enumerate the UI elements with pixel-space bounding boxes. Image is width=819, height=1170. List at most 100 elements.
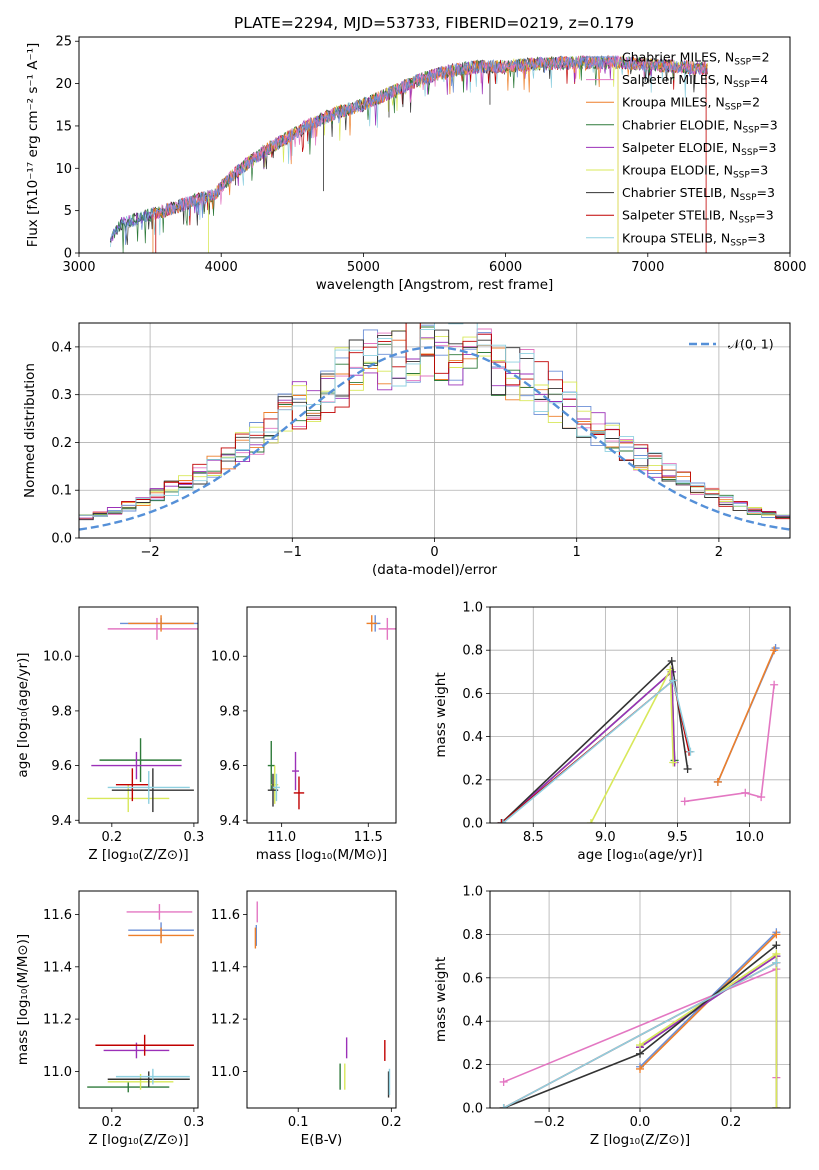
- errorbar-point-salpeter_elodie: [91, 751, 182, 780]
- y-tick-label: 11.6: [211, 908, 240, 923]
- series-marker-kroupa_stelib: [772, 958, 781, 967]
- y-tick-label: 0.1: [51, 484, 72, 499]
- y-tick-label: 0.0: [462, 817, 483, 832]
- histogram-kroupa_stelib: [79, 323, 790, 517]
- x-axis-label: mass [log₁₀(M/M⊙)]: [256, 847, 387, 863]
- x-tick-label: 10.0: [735, 830, 764, 845]
- y-tick-label: 0.6: [462, 971, 483, 986]
- y-tick-label: 11.0: [211, 1065, 240, 1080]
- errorbar-point-salpeter_miles: [126, 904, 193, 920]
- y-tick-label: 11.4: [43, 960, 72, 975]
- x-tick-label: 0: [430, 545, 438, 560]
- panel-mass_vs_ebv: 0.1 0.2 11.0 11.2 11.4 11.6 E(B-V): [211, 890, 402, 1148]
- x-axis-label: age [log₁₀(age/yr)]: [577, 847, 702, 863]
- y-tick-label: 20: [55, 77, 72, 92]
- panel-weight_vs_Z: −0.2 0.0 0.2 0.0 0.2 0.4 0.6 0.8 1.0 Z [log₁₀(Z/Z…: [433, 885, 791, 1148]
- y-tick-label: 9.6: [51, 759, 72, 774]
- legend-entry: Chabrier STELIB, NSSP=3: [622, 185, 775, 203]
- y-axis-label: age [log₁₀(age/yr)]: [15, 652, 31, 777]
- series-line-kroupa_elodie: [590, 666, 674, 823]
- y-tick-label: 0: [64, 247, 72, 262]
- axes-frame: [246, 606, 397, 824]
- series-marker-salpeter_miles: [770, 680, 779, 689]
- y-tick-label: 1.0: [462, 885, 483, 900]
- errorbar-point-chabrier_stelib: [111, 768, 194, 813]
- x-axis-label: Z [log₁₀(Z/Z⊙)]: [590, 1132, 690, 1148]
- residual-legend: 𝒩(0, 1): [689, 337, 774, 352]
- axes-frame: [78, 890, 199, 1109]
- panel-spectrum: 3000 4000 5000 6000 7000 8000 0 5 10 15 20 25 wavele…: [25, 35, 807, 293]
- x-axis-label: Z [log₁₀(Z/Z⊙)]: [88, 847, 188, 863]
- axes-frame: [78, 36, 791, 254]
- legend-entry: Kroupa MILES, NSSP=2: [622, 95, 760, 113]
- x-tick-label: 0.2: [381, 1115, 402, 1130]
- series-line-salpeter_elodie: [500, 670, 676, 823]
- series-line-kroupa_miles: [717, 649, 775, 783]
- errorbar-point-kroupa_stelib: [107, 771, 190, 804]
- series-line-kroupa_stelib: [503, 961, 777, 1108]
- series-marker-kroupa_miles: [770, 646, 779, 655]
- legend-entry: Kroupa STELIB, NSSP=3: [622, 230, 766, 248]
- errorbar-point-kroupa_miles: [128, 615, 194, 632]
- series-marker-kroupa_elodie: [669, 758, 678, 767]
- series-marker-kroupa_elodie: [636, 1041, 644, 1050]
- y-axis-label: mass weight: [433, 672, 449, 757]
- figure-title: PLATE=2294, MJD=53733, FIBERID=0219, z=0…: [234, 14, 634, 32]
- spectrum-legend: Chabrier MILES, NSSP=2 Salpeter MILES, NS…: [586, 50, 778, 248]
- y-tick-label: 0.6: [462, 687, 483, 702]
- axes-frame: [489, 606, 791, 824]
- series-marker-kroupa_miles: [713, 777, 722, 786]
- plot-area: [267, 615, 396, 810]
- legend-entry: Salpeter MILES, NSSP=4: [622, 72, 768, 90]
- errorbar-point-salpeter_stelib: [293, 776, 305, 810]
- y-tick-label: 11.6: [43, 908, 72, 923]
- y-tick-label: 9.4: [51, 814, 72, 829]
- legend-entry-gaussian: 𝒩(0, 1): [728, 337, 774, 352]
- x-tick-label: 6000: [489, 260, 522, 275]
- y-tick-label: 0.4: [462, 1015, 483, 1030]
- x-tick-label: 11.5: [354, 830, 383, 845]
- panel-mass_vs_Z: 0.2 0.3 11.0 11.2 11.4 11.6 Z [log₁₀(Z/Z⊙)] mas…: [15, 890, 204, 1148]
- x-axis-label: Z [log₁₀(Z/Z⊙)]: [88, 1132, 188, 1148]
- y-tick-label: 0.8: [462, 928, 483, 943]
- y-tick-label: 9.4: [219, 814, 240, 829]
- x-tick-label: 0.2: [101, 1115, 122, 1130]
- errorbar-point-salpeter_stelib: [95, 1034, 194, 1056]
- series-marker-chabrier_stelib: [683, 765, 692, 773]
- y-tick-label: 0.8: [462, 644, 483, 659]
- panel-age_vs_Z: 0.2 0.3 9.4 9.6 9.8 10.0 Z [log₁₀(Z/Z⊙)] age [l…: [15, 606, 204, 863]
- errorbar-point-chabrier_stelib: [107, 1071, 190, 1088]
- legend-entry: Salpeter STELIB, NSSP=3: [622, 208, 774, 226]
- x-tick-label: −2: [141, 545, 160, 560]
- x-tick-label: 0.0: [630, 1115, 651, 1130]
- errorbar-point-kroupa_stelib: [272, 773, 280, 802]
- errorbar-point-chabrier_elodie: [87, 1081, 170, 1093]
- x-axis-label: E(B-V): [301, 1132, 343, 1148]
- y-tick-label: 0.2: [462, 1058, 483, 1073]
- y-tick-label: 0.4: [462, 730, 483, 745]
- series-marker-kroupa_stelib: [669, 676, 678, 685]
- errorbar-point-chabrier_elodie: [99, 738, 182, 782]
- plot-area: [79, 323, 790, 531]
- errorbar-point-salpeter_elodie: [292, 751, 299, 791]
- series-marker-kroupa_elodie: [586, 819, 595, 823]
- x-tick-label: 0.2: [721, 1115, 742, 1130]
- y-axis-label: mass [log₁₀(M/M⊙)]: [15, 934, 31, 1065]
- errorbar-point-salpeter_miles: [107, 617, 198, 640]
- series-marker-salpeter_miles: [680, 797, 689, 806]
- y-tick-label: 5: [64, 204, 72, 219]
- y-tick-label: 10: [55, 162, 72, 177]
- histogram-salpeter_stelib: [79, 323, 790, 520]
- plot-area: [87, 615, 198, 813]
- panel-age_vs_mass: 11.0 11.5 9.4 9.6 9.8 10.0 mass [log₁₀(M/M⊙)]: [211, 606, 397, 863]
- series-marker-chabrier_stelib: [772, 941, 781, 950]
- series-marker-chabrier_stelib: [636, 1049, 644, 1058]
- series-marker-salpeter_miles: [499, 1077, 508, 1086]
- y-axis-label: mass weight: [433, 957, 449, 1042]
- y-tick-label: 25: [55, 35, 72, 50]
- series-marker-salpeter_miles: [741, 788, 750, 797]
- y-tick-label: 9.8: [51, 704, 72, 719]
- y-tick-label: 15: [55, 119, 72, 134]
- x-tick-label: 0.2: [101, 830, 122, 845]
- errorbar-point-kroupa_elodie: [87, 784, 170, 813]
